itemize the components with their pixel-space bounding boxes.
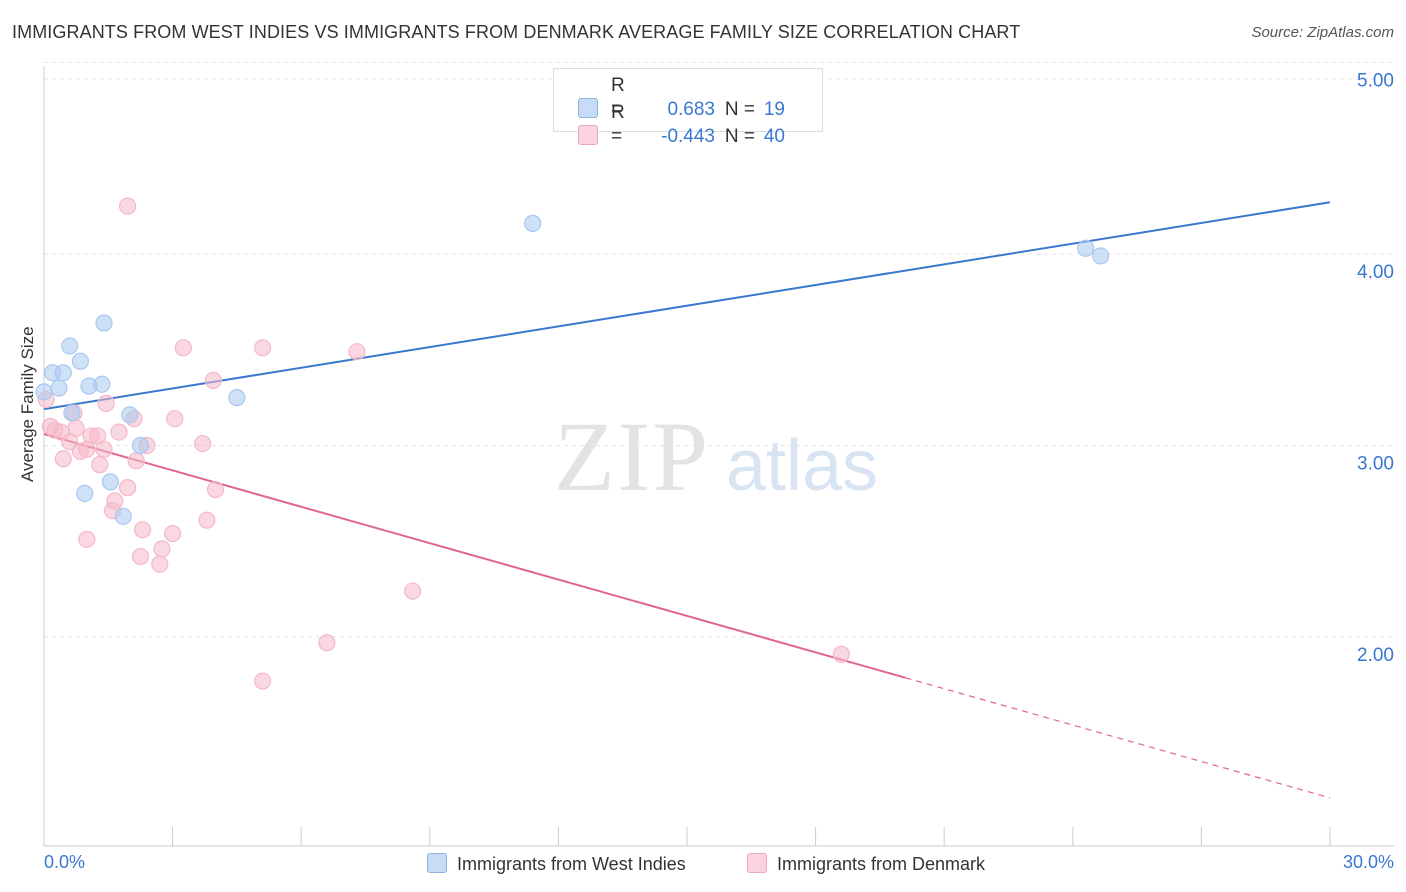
point-denmark xyxy=(67,419,85,437)
point-west-indies xyxy=(35,383,53,401)
r-value: -0.443 xyxy=(661,126,715,147)
point-denmark xyxy=(318,634,336,652)
point-denmark xyxy=(832,645,850,663)
point-denmark xyxy=(254,672,272,690)
point-denmark xyxy=(164,524,182,543)
watermark: ZIP atlas xyxy=(554,401,878,512)
legend-label: Immigrants from West Indies xyxy=(457,854,686,874)
point-west-indies xyxy=(524,214,542,232)
chart-title: IMMIGRANTS FROM WEST INDIES VS IMMIGRANT… xyxy=(12,22,1021,42)
watermark-zip: ZIP xyxy=(554,401,710,512)
legend-row-denmark: R = -0.443 N = 40 xyxy=(578,101,785,147)
correlation-legend: R = 0.683 N = 19 R = -0.443 N = 40 xyxy=(553,68,823,147)
axes xyxy=(43,66,1394,847)
r-value: 0.683 xyxy=(667,99,715,120)
point-west-indies xyxy=(93,375,111,393)
n-label: N = xyxy=(724,126,755,147)
point-denmark xyxy=(194,434,212,453)
point-denmark xyxy=(198,511,216,529)
point-denmark xyxy=(166,410,184,428)
point-denmark xyxy=(118,479,137,497)
n-value: 19 xyxy=(763,99,785,120)
point-denmark xyxy=(133,521,152,539)
legend-item-denmark: Immigrants from Denmark xyxy=(747,852,985,876)
point-west-indies xyxy=(101,473,120,491)
point-west-indies xyxy=(131,436,150,455)
watermark-atlas: atlas xyxy=(726,426,878,506)
trend-lines xyxy=(43,201,1331,799)
legend-item-west-indies: Immigrants from West Indies xyxy=(427,852,686,876)
point-west-indies xyxy=(71,352,90,370)
point-denmark xyxy=(110,423,128,441)
west-indies-swatch xyxy=(427,853,447,873)
point-denmark xyxy=(151,555,169,573)
series-legend: Immigrants from West Indies Immigrants f… xyxy=(0,852,1406,876)
x-tick-min: 0.0% xyxy=(44,852,86,872)
point-west-indies xyxy=(1092,247,1110,265)
point-west-indies xyxy=(228,389,246,407)
point-west-indies xyxy=(1077,239,1095,257)
trend-line-denmark xyxy=(43,433,906,679)
y-tick-label: 5.00 xyxy=(1357,71,1394,92)
point-denmark xyxy=(54,450,72,468)
point-denmark xyxy=(97,394,115,412)
point-denmark xyxy=(254,339,272,357)
y-tick-labels: 2.00 3.00 4.00 5.00 xyxy=(1357,71,1394,667)
x-tick-max: 30.0% xyxy=(1342,852,1394,872)
data-points xyxy=(35,197,1110,690)
trend-line-denmark-extrapolated xyxy=(905,677,1331,799)
legend-label: Immigrants from Denmark xyxy=(777,854,986,874)
point-west-indies xyxy=(121,406,139,424)
point-west-indies xyxy=(95,314,113,332)
west-indies-swatch xyxy=(578,98,598,118)
point-denmark xyxy=(174,339,192,357)
y-tick-label: 3.00 xyxy=(1357,454,1394,475)
source-credit: Source: ZipAtlas.com xyxy=(1251,24,1394,41)
point-denmark xyxy=(106,492,124,510)
point-denmark xyxy=(153,540,171,558)
y-axis-label: Average Family Size xyxy=(18,326,37,482)
denmark-swatch xyxy=(747,853,767,873)
point-west-indies xyxy=(114,507,132,525)
denmark-swatch xyxy=(578,125,598,145)
point-denmark xyxy=(204,371,222,389)
n-value: 40 xyxy=(763,126,785,147)
point-denmark xyxy=(78,530,96,548)
point-denmark xyxy=(118,197,137,215)
y-tick-label: 2.00 xyxy=(1357,645,1394,666)
point-west-indies xyxy=(63,404,81,422)
trend-line-west-indies xyxy=(43,201,1331,411)
point-west-indies xyxy=(54,364,72,382)
point-denmark xyxy=(95,440,113,458)
point-west-indies xyxy=(50,379,68,397)
point-denmark xyxy=(206,480,225,499)
point-denmark xyxy=(91,456,109,474)
point-west-indies xyxy=(76,484,94,502)
point-denmark xyxy=(127,452,145,470)
n-label: N = xyxy=(724,99,755,120)
legend-row-west-indies: R = 0.683 N = 19 xyxy=(578,74,785,120)
point-denmark xyxy=(404,582,422,600)
point-west-indies xyxy=(61,337,79,355)
y-tick-label: 4.00 xyxy=(1357,262,1394,283)
point-denmark xyxy=(131,547,150,566)
point-denmark xyxy=(348,343,366,361)
r-label: R = xyxy=(611,102,625,147)
r-label: R = xyxy=(611,75,625,120)
